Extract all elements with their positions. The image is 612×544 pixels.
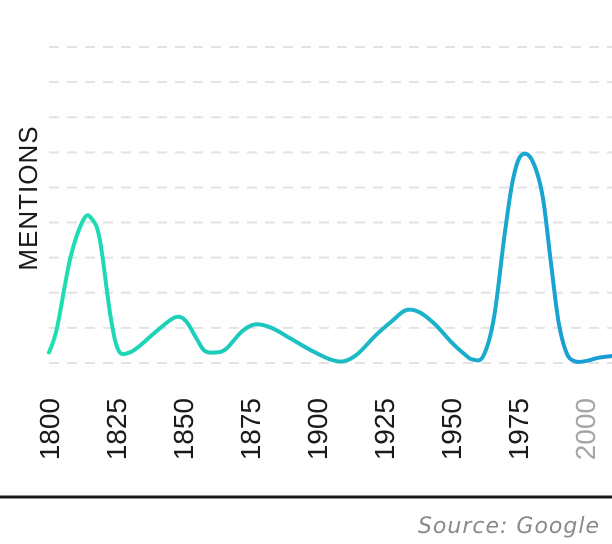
x-tick-label-1900: 1900 [302,398,333,460]
x-tick-label-1850: 1850 [168,398,199,460]
x-tick-labels: 1800 1825 1850 1875 1900 1925 1950 1975 2000 [34,398,601,460]
y-axis-title: MENTIONS [13,125,43,270]
x-tick-label-1800: 1800 [34,398,65,460]
x-tick-label-1875: 1875 [235,398,266,460]
x-tick-label-1825: 1825 [101,398,132,460]
x-tick-label-1950: 1950 [436,398,467,460]
series-line [47,151,612,365]
gridlines [49,46,612,364]
x-tick-label-1975: 1975 [503,398,534,460]
series-layer [47,151,612,365]
x-tick-label-2000: 2000 [570,398,601,460]
x-tick-label-1925: 1925 [369,398,400,460]
source-note: Source: Google [417,514,600,539]
